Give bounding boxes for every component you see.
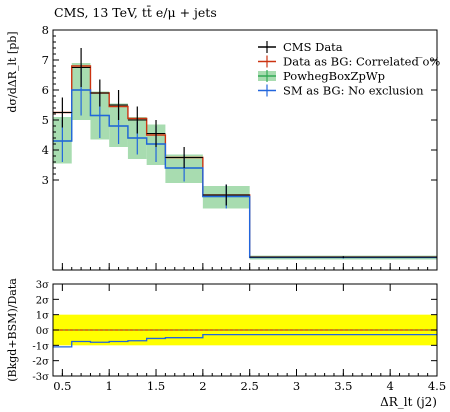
ratio-y-axis-label: (Bkgd+BSM)/Data — [6, 278, 19, 382]
y-tick-label: 7 — [42, 53, 49, 67]
y-tick-label: 4 — [42, 143, 49, 157]
y-axis: 3 4 5 6 7 8 — [42, 23, 437, 187]
y-tick-label: 5 — [42, 113, 49, 127]
y-tick-label: 8 — [42, 23, 49, 37]
ratio-tick-label: -3σ — [32, 372, 49, 383]
ratio-tick-label: -1σ — [32, 341, 49, 352]
x-tick-label: 0.5 — [53, 379, 71, 393]
legend-label: CMS Data — [283, 40, 343, 54]
ratio-tick-label: 2σ — [36, 295, 49, 306]
x-tick-label: 1.5 — [147, 379, 165, 393]
x-tick-label: 2 — [199, 379, 206, 393]
x-tick-label: 3.5 — [334, 379, 352, 393]
ratio-tick-label: 0σ — [36, 326, 49, 337]
legend-label: Data as BG: Correlated ̅o% — [283, 55, 440, 69]
ratio-layer — [53, 314, 437, 348]
ratio-sm-line — [53, 333, 437, 348]
x-tick-label: 4.5 — [428, 379, 446, 393]
series-line-layer — [53, 48, 437, 259]
x-tick-label: 4 — [387, 379, 394, 393]
ratio-panel: 3σ 2σ 1σ 0σ -1σ -2σ -3σ 0.5 1 1.5 2 2.5 3 3.5 4 4.5 — [32, 263, 446, 393]
x-axis-label: ΔR_lt (j2) — [380, 395, 437, 409]
ratio-tick-label: 3σ — [36, 280, 49, 291]
legend-label: SM as BG: No exclusion — [283, 84, 424, 98]
ratio-y-axis: 3σ 2σ 1σ 0σ -1σ -2σ -3σ — [32, 280, 437, 383]
legend-label: PowhegBoxZpWp — [283, 69, 385, 83]
x-tick-label: 2.5 — [241, 379, 259, 393]
x-tick-label: 3 — [293, 379, 300, 393]
y-tick-label: 3 — [42, 173, 49, 187]
chart-title: CMS, 13 TeV, tt̄ e/μ + jets — [54, 4, 217, 20]
y-axis-label: dσ/dΔR_lt [pb] — [6, 31, 19, 112]
x-axis: 0.5 1 1.5 2 2.5 3 3.5 4 4.5 — [53, 263, 446, 393]
y-tick-label: 6 — [42, 83, 49, 97]
x-tick-label: 1 — [106, 379, 113, 393]
ratio-tick-label: -2σ — [32, 357, 49, 368]
ratio-tick-label: 1σ — [36, 311, 49, 322]
